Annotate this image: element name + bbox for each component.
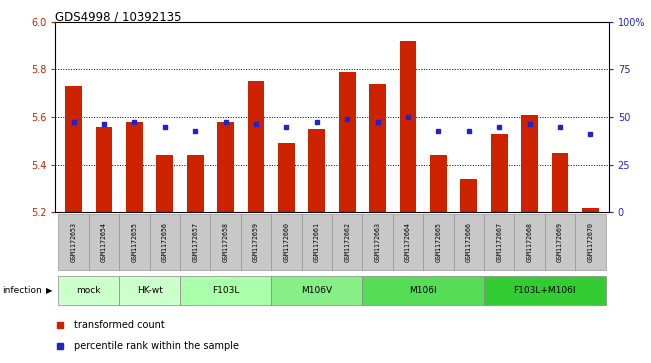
Bar bbox=[126, 122, 143, 212]
Text: GSM1172664: GSM1172664 bbox=[405, 222, 411, 262]
Text: GDS4998 / 10392135: GDS4998 / 10392135 bbox=[55, 11, 182, 24]
Bar bbox=[96, 127, 113, 212]
Bar bbox=[514, 214, 545, 270]
Text: GSM1172660: GSM1172660 bbox=[283, 222, 290, 262]
Bar bbox=[400, 41, 417, 212]
Text: F103L: F103L bbox=[212, 286, 240, 295]
Bar bbox=[278, 143, 295, 212]
Text: GSM1172655: GSM1172655 bbox=[132, 222, 137, 262]
Text: infection: infection bbox=[2, 286, 42, 295]
Text: F103L+M106I: F103L+M106I bbox=[514, 286, 576, 295]
Text: GSM1172657: GSM1172657 bbox=[192, 222, 198, 262]
Bar bbox=[551, 153, 568, 212]
Bar bbox=[217, 122, 234, 212]
Text: GSM1172669: GSM1172669 bbox=[557, 222, 563, 262]
Text: percentile rank within the sample: percentile rank within the sample bbox=[74, 341, 239, 351]
Text: HK-wt: HK-wt bbox=[137, 286, 163, 295]
Bar bbox=[430, 155, 447, 212]
Bar bbox=[393, 214, 423, 270]
Text: GSM1172663: GSM1172663 bbox=[374, 222, 381, 262]
Bar bbox=[65, 86, 82, 212]
Text: GSM1172656: GSM1172656 bbox=[162, 222, 168, 262]
Bar bbox=[180, 276, 271, 305]
Bar bbox=[363, 276, 484, 305]
Text: GSM1172661: GSM1172661 bbox=[314, 222, 320, 262]
Bar bbox=[156, 155, 173, 212]
Bar bbox=[423, 214, 454, 270]
Text: ▶: ▶ bbox=[46, 286, 52, 295]
Text: GSM1172653: GSM1172653 bbox=[70, 222, 77, 262]
Text: GSM1172665: GSM1172665 bbox=[436, 222, 441, 262]
Text: GSM1172666: GSM1172666 bbox=[466, 222, 472, 262]
Bar bbox=[210, 214, 241, 270]
Bar bbox=[491, 134, 508, 212]
Bar bbox=[301, 214, 332, 270]
Bar bbox=[521, 115, 538, 212]
Bar bbox=[241, 214, 271, 270]
Bar bbox=[484, 276, 605, 305]
Bar bbox=[309, 129, 325, 212]
Text: GSM1172662: GSM1172662 bbox=[344, 222, 350, 262]
Bar bbox=[247, 81, 264, 212]
Text: GSM1172670: GSM1172670 bbox=[587, 222, 594, 262]
Bar bbox=[454, 214, 484, 270]
Text: GSM1172668: GSM1172668 bbox=[527, 222, 533, 262]
Bar bbox=[119, 214, 150, 270]
Bar bbox=[575, 214, 605, 270]
Bar bbox=[271, 214, 301, 270]
Text: transformed count: transformed count bbox=[74, 321, 164, 330]
Bar bbox=[545, 214, 575, 270]
Bar bbox=[271, 276, 363, 305]
Bar bbox=[339, 72, 355, 212]
Bar bbox=[332, 214, 363, 270]
Text: M106V: M106V bbox=[301, 286, 333, 295]
Text: M106I: M106I bbox=[409, 286, 437, 295]
Bar bbox=[187, 155, 204, 212]
Text: GSM1172658: GSM1172658 bbox=[223, 222, 229, 262]
Bar bbox=[150, 214, 180, 270]
Text: GSM1172659: GSM1172659 bbox=[253, 222, 259, 262]
Bar bbox=[59, 276, 119, 305]
Text: mock: mock bbox=[77, 286, 101, 295]
Bar bbox=[180, 214, 210, 270]
Text: GSM1172654: GSM1172654 bbox=[101, 222, 107, 262]
Bar bbox=[89, 214, 119, 270]
Bar bbox=[460, 179, 477, 212]
Text: GSM1172667: GSM1172667 bbox=[496, 222, 502, 262]
Bar bbox=[59, 214, 89, 270]
Bar bbox=[119, 276, 180, 305]
Bar bbox=[363, 214, 393, 270]
Bar bbox=[484, 214, 514, 270]
Bar bbox=[369, 84, 386, 212]
Bar bbox=[582, 208, 599, 212]
